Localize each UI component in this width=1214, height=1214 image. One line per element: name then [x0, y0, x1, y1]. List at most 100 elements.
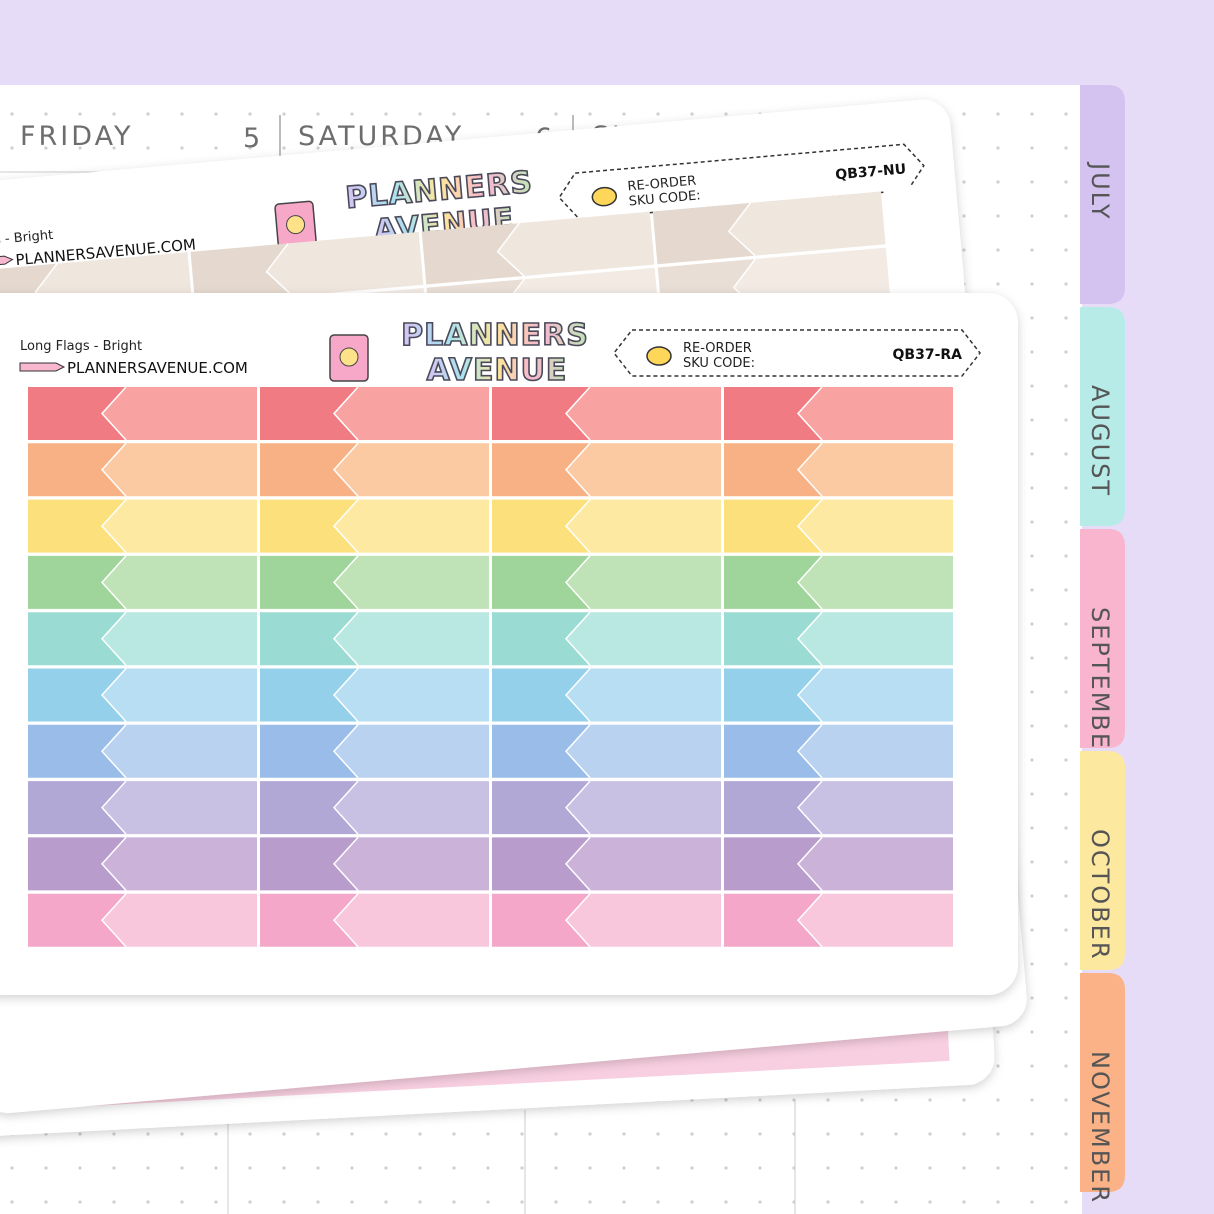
flag-body	[334, 612, 489, 666]
flag-body	[334, 893, 489, 947]
flag-tab	[260, 893, 358, 947]
flag-tab	[260, 668, 358, 722]
flag-body	[102, 781, 257, 835]
flag-tab	[260, 387, 358, 440]
flag-body	[566, 724, 721, 778]
flag-tab	[492, 893, 590, 947]
flag-cut	[564, 442, 591, 497]
front-sheet: Long Flags - Bright PLANNERSAVENUE.COM PLA…	[0, 293, 1018, 995]
flag-cut	[100, 893, 127, 948]
sku-label: SKU CODE:	[628, 188, 701, 209]
flag-body	[334, 387, 489, 440]
tab-label: NOVEMBER	[1086, 1051, 1114, 1204]
flag-body	[566, 387, 721, 440]
flag-tab	[492, 387, 590, 440]
tab	[1080, 529, 1125, 748]
flag-tab	[492, 612, 590, 666]
flag-body	[798, 724, 953, 778]
flag-tab	[724, 668, 822, 722]
flag-tab	[492, 443, 590, 497]
sku-label: SKU CODE:	[683, 356, 755, 371]
flag-body	[728, 191, 886, 256]
flag-cut	[332, 724, 359, 779]
flag-body	[102, 893, 257, 947]
bee-icon	[591, 186, 618, 207]
flag-cut	[564, 780, 591, 835]
pencil-icon	[19, 362, 66, 372]
flag-tab	[724, 555, 822, 609]
flag-cut	[100, 836, 127, 891]
flag-tab	[421, 223, 524, 285]
flag-tab	[190, 243, 293, 305]
flag-tab	[260, 837, 358, 891]
tab-label: JULY	[1086, 161, 1114, 221]
flag-tab	[492, 781, 590, 835]
flag-body	[334, 781, 489, 835]
tab	[1080, 973, 1125, 1192]
flag-tab	[492, 555, 590, 609]
flag-tab	[28, 781, 126, 835]
flag-body	[566, 499, 721, 553]
flag-body	[798, 612, 953, 666]
flag-cut	[564, 893, 591, 948]
flag-cut	[100, 499, 127, 554]
flag-cut	[100, 724, 127, 779]
flag-tab	[28, 724, 126, 778]
flag-body	[798, 443, 953, 497]
tabs: JULY AUGUST SEPTEMBER OCTOBER NOVEMBER	[1080, 85, 1125, 1204]
flag-cut	[100, 667, 127, 723]
flag-tab	[28, 612, 126, 666]
tab-label: SEPTEMBER	[1086, 607, 1114, 769]
flag-body	[798, 555, 953, 609]
backdrop	[0, 0, 1214, 85]
flag-tab	[492, 837, 590, 891]
flag-cut	[796, 780, 823, 835]
flag-body	[798, 668, 953, 722]
pencil-icon	[0, 255, 14, 268]
flag-cut	[100, 442, 127, 497]
flag-body	[102, 724, 257, 778]
day-name: FRIDAY	[20, 121, 133, 152]
flag-cut	[564, 836, 591, 891]
flag-cut	[564, 386, 591, 441]
flag-tab	[260, 443, 358, 497]
flag-tab	[28, 387, 126, 440]
flag-cut	[332, 555, 359, 610]
sku-code: QB37-RA	[893, 347, 963, 363]
flag-tab	[724, 837, 822, 891]
flag-tab	[492, 499, 590, 553]
flag-tab	[724, 499, 822, 553]
flag-cut	[796, 442, 823, 497]
flag-body	[102, 555, 257, 609]
flag-tab	[724, 443, 822, 497]
flag-body	[566, 781, 721, 835]
flag-cut	[496, 222, 525, 277]
flag-cut	[564, 499, 591, 554]
flag-tab	[724, 893, 822, 947]
flag-cut	[332, 667, 359, 723]
flag-body	[334, 668, 489, 722]
flag-tab	[260, 499, 358, 553]
flag-body	[798, 837, 953, 891]
flag-cut	[796, 386, 823, 441]
flag-cut	[564, 667, 591, 723]
tab	[1080, 85, 1125, 304]
flag-tab	[724, 781, 822, 835]
flag-tab	[260, 781, 358, 835]
flag-cut	[796, 555, 823, 610]
flag-cut	[796, 499, 823, 554]
flag-body	[102, 387, 257, 440]
flag-cut	[332, 780, 359, 835]
bee-icon	[646, 346, 672, 366]
flag-body	[566, 893, 721, 947]
flag-cut	[100, 611, 127, 666]
flag-tab	[28, 893, 126, 947]
reorder-label: RE-ORDER	[627, 174, 697, 195]
flag-body	[102, 443, 257, 497]
logo-sun	[286, 215, 306, 235]
tab	[1080, 307, 1125, 526]
flag-tab	[28, 555, 126, 609]
flag-tab	[28, 668, 126, 722]
flag-body	[102, 612, 257, 666]
